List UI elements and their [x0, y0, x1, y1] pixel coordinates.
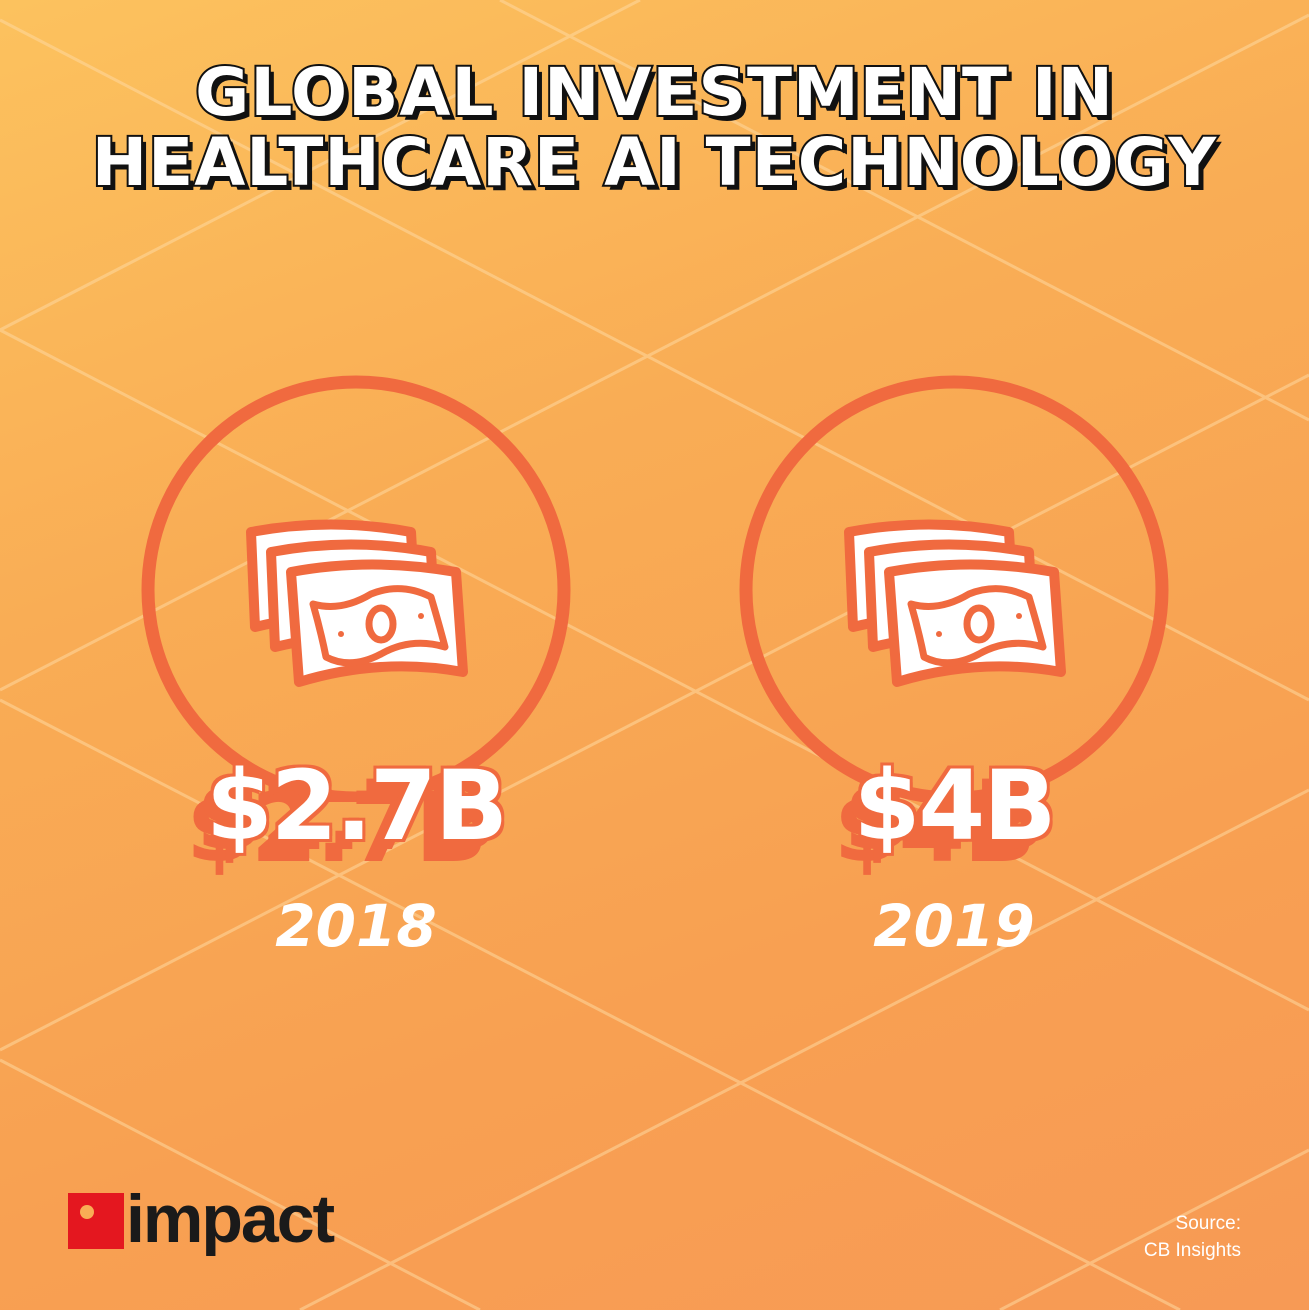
circle-ring: [739, 375, 1169, 802]
impact-logo: impact: [68, 1181, 335, 1257]
stat-year: 2019: [873, 892, 1035, 960]
circle-ring: [141, 375, 571, 802]
page-title: GLOBAL INVESTMENT IN HEALTHCARE AI TECHN…: [0, 54, 1309, 201]
stat-year: 2018: [275, 892, 437, 960]
logo-mark: [68, 1193, 124, 1249]
title-line-2: HEALTHCARE AI TECHNOLOGY: [90, 124, 1218, 201]
money-stack-icon: [844, 519, 1066, 687]
stat-2018: $2.7B 2018: [126, 372, 586, 1012]
source-label: Source:: [1175, 1213, 1241, 1234]
money-stack-icon: [246, 519, 468, 687]
source-name: CB Insights: [1143, 1240, 1241, 1261]
stat-value: $4B: [853, 750, 1057, 862]
title-line-1: GLOBAL INVESTMENT IN: [193, 54, 1115, 131]
logo-text: impact: [126, 1181, 335, 1257]
stat-value: $2.7B: [205, 750, 508, 862]
source-credit: Source: CB Insights: [1144, 1210, 1241, 1264]
stat-2019: $4B 2019: [724, 372, 1184, 1012]
